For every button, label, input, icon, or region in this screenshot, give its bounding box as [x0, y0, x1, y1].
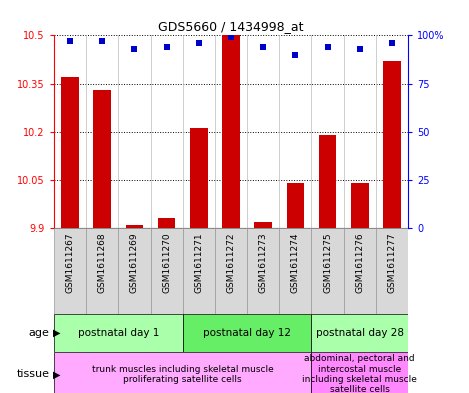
- Point: [388, 40, 396, 46]
- Bar: [311, 352, 408, 393]
- Bar: [247, 228, 279, 314]
- Bar: [376, 228, 408, 314]
- Bar: [287, 183, 304, 228]
- Point: [227, 34, 234, 40]
- Title: GDS5660 / 1434998_at: GDS5660 / 1434998_at: [158, 20, 304, 33]
- Text: GSM1611273: GSM1611273: [259, 232, 268, 293]
- Text: postnatal day 12: postnatal day 12: [203, 328, 291, 338]
- Text: GSM1611277: GSM1611277: [387, 232, 396, 293]
- Text: GSM1611267: GSM1611267: [66, 232, 75, 293]
- Point: [292, 51, 299, 58]
- Bar: [311, 228, 344, 314]
- Bar: [54, 352, 311, 393]
- Text: GSM1611274: GSM1611274: [291, 232, 300, 293]
- Bar: [158, 219, 175, 228]
- Text: ▶: ▶: [53, 369, 60, 379]
- Bar: [344, 228, 376, 314]
- Text: GSM1611276: GSM1611276: [355, 232, 364, 293]
- Point: [98, 38, 106, 44]
- Bar: [54, 314, 183, 352]
- Bar: [351, 183, 369, 228]
- Bar: [254, 222, 272, 228]
- Bar: [54, 228, 86, 314]
- Point: [195, 40, 203, 46]
- Bar: [126, 225, 143, 228]
- Text: GSM1611269: GSM1611269: [130, 232, 139, 293]
- Point: [66, 38, 74, 44]
- Bar: [61, 77, 79, 228]
- Text: GSM1611275: GSM1611275: [323, 232, 332, 293]
- Text: GSM1611270: GSM1611270: [162, 232, 171, 293]
- Point: [163, 44, 170, 50]
- Bar: [190, 129, 208, 228]
- Point: [131, 46, 138, 52]
- Bar: [222, 35, 240, 228]
- Bar: [93, 90, 111, 228]
- Bar: [319, 135, 336, 228]
- Bar: [183, 228, 215, 314]
- Text: GSM1611271: GSM1611271: [194, 232, 203, 293]
- Text: ▶: ▶: [53, 328, 60, 338]
- Bar: [151, 228, 183, 314]
- Text: postnatal day 28: postnatal day 28: [316, 328, 404, 338]
- Bar: [279, 228, 311, 314]
- Text: trunk muscles including skeletal muscle
proliferating satellite cells: trunk muscles including skeletal muscle …: [92, 365, 273, 384]
- Text: postnatal day 1: postnatal day 1: [78, 328, 159, 338]
- Bar: [383, 61, 401, 228]
- Point: [259, 44, 267, 50]
- Bar: [215, 228, 247, 314]
- Text: GSM1611268: GSM1611268: [98, 232, 107, 293]
- Text: GSM1611272: GSM1611272: [227, 232, 235, 293]
- Bar: [311, 314, 408, 352]
- Point: [324, 44, 331, 50]
- Bar: [118, 228, 151, 314]
- Point: [356, 46, 363, 52]
- Text: age: age: [28, 328, 49, 338]
- Text: abdominal, pectoral and
intercostal muscle
including skeletal muscle
satellite c: abdominal, pectoral and intercostal musc…: [303, 354, 417, 393]
- Bar: [183, 314, 311, 352]
- Text: tissue: tissue: [16, 369, 49, 379]
- Bar: [86, 228, 118, 314]
